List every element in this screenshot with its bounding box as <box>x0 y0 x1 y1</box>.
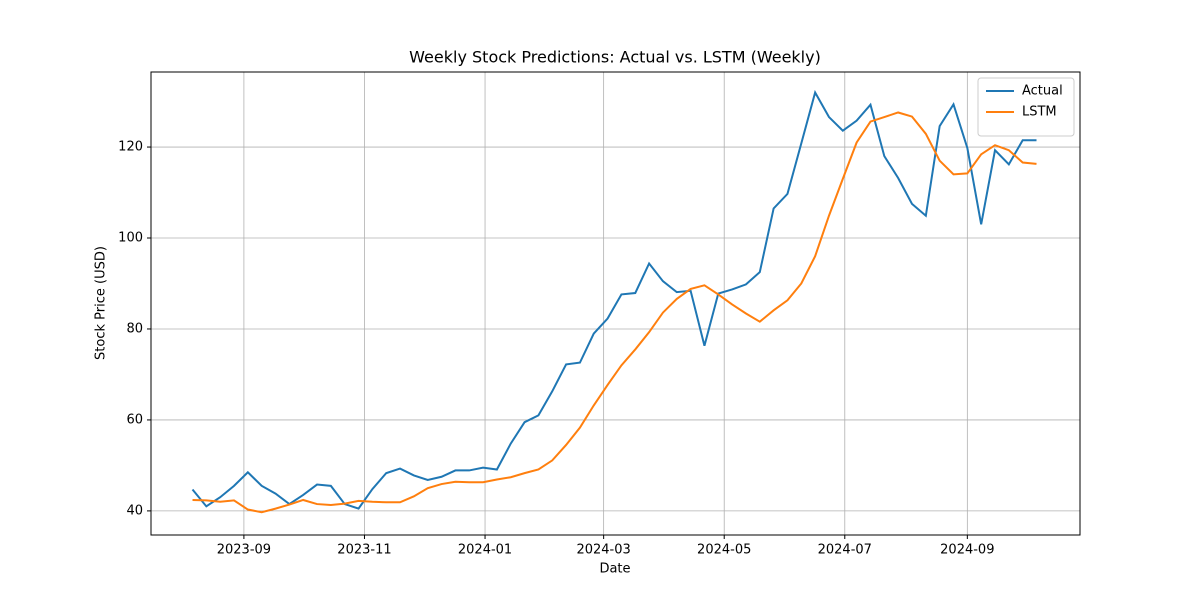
x-axis-label: Date <box>599 562 630 577</box>
x-tick-label: 2023-11 <box>337 543 391 558</box>
y-tick-label: 100 <box>118 231 143 246</box>
y-tick-label: 120 <box>118 140 143 155</box>
chart-title: Weekly Stock Predictions: Actual vs. LST… <box>409 48 821 67</box>
x-tick-label: 2024-03 <box>576 543 630 558</box>
y-tick-label: 60 <box>126 412 143 427</box>
y-axis-label: Stock Price (USD) <box>94 246 109 360</box>
data-line <box>192 111 1037 514</box>
x-tick-label: 2024-09 <box>940 543 994 558</box>
x-tick-label: 2023-09 <box>217 543 271 558</box>
x-tick-label: 2024-07 <box>818 543 872 558</box>
y-tick-label: 80 <box>126 321 143 336</box>
legend-box <box>977 77 1075 137</box>
y-tick-label: 40 <box>126 503 143 518</box>
plot-frame <box>150 71 1081 536</box>
legend-label: LSTM <box>1022 105 1057 120</box>
x-tick-label: 2024-01 <box>458 543 512 558</box>
legend-label: Actual <box>1022 84 1063 99</box>
data-line <box>191 89 1037 510</box>
legend: Actual LSTM <box>977 77 1075 137</box>
x-tick-label: 2024-05 <box>697 543 751 558</box>
